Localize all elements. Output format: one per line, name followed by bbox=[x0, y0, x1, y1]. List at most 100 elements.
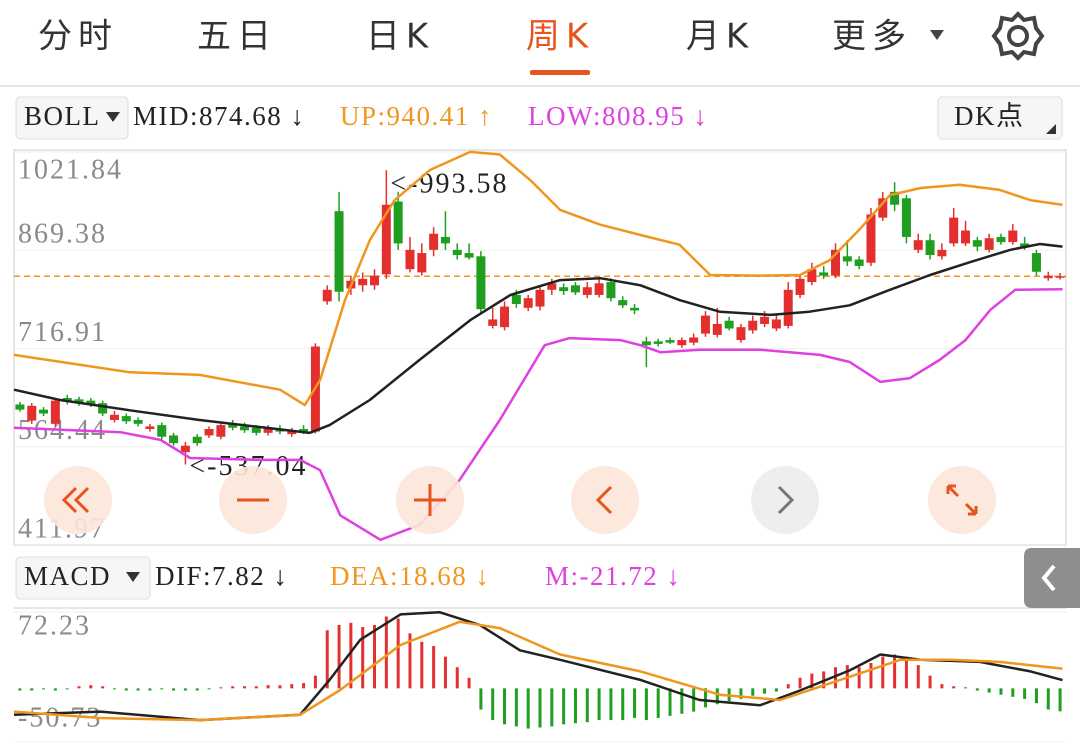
candle-body bbox=[287, 430, 297, 435]
macd-bar bbox=[609, 688, 613, 721]
candle-body bbox=[878, 198, 888, 218]
candle-body bbox=[606, 282, 616, 299]
macd-bar bbox=[219, 687, 223, 689]
candle-body bbox=[15, 404, 25, 410]
scroll-left-button[interactable] bbox=[571, 466, 639, 534]
candle-body bbox=[1020, 243, 1030, 248]
macd-bar bbox=[30, 688, 34, 691]
candle-body bbox=[807, 269, 817, 283]
macd-bar bbox=[420, 641, 424, 689]
macd-bar bbox=[585, 688, 589, 723]
macd-bar bbox=[573, 688, 577, 724]
option-select[interactable] bbox=[937, 96, 1063, 140]
indicator-line bbox=[13, 242, 1063, 435]
candle-body bbox=[618, 300, 628, 306]
tab[interactable]: 五日 bbox=[197, 17, 277, 57]
macd-bar bbox=[373, 624, 377, 689]
tab[interactable]: 日K bbox=[366, 17, 434, 57]
macd-bar bbox=[916, 665, 920, 689]
macd-bar bbox=[160, 688, 164, 690]
candle-body bbox=[594, 283, 604, 295]
macd-bar bbox=[337, 624, 341, 689]
macd-bar bbox=[290, 684, 294, 689]
macd-bar bbox=[786, 684, 790, 689]
scroll-right-button[interactable] bbox=[751, 466, 819, 534]
macd-bar bbox=[491, 688, 495, 721]
macd-bar bbox=[893, 654, 897, 689]
candle-body bbox=[1008, 230, 1018, 243]
candle-body bbox=[429, 233, 439, 250]
candle-body bbox=[169, 435, 179, 444]
candle-body bbox=[464, 253, 474, 258]
candle-body bbox=[228, 423, 238, 428]
macd-bar bbox=[443, 656, 447, 689]
candle-body bbox=[74, 399, 84, 404]
indicator-select[interactable] bbox=[15, 96, 129, 140]
macd-bar bbox=[597, 688, 601, 721]
candle-body bbox=[393, 201, 403, 244]
macd-bar bbox=[361, 627, 365, 689]
macd-bar bbox=[313, 675, 317, 689]
candle-body bbox=[535, 289, 545, 307]
candle-body bbox=[866, 214, 876, 263]
scroll-far-left-button[interactable] bbox=[44, 466, 112, 534]
macd-bar bbox=[810, 673, 814, 689]
candle-body bbox=[630, 307, 640, 311]
indicator-value: MID:874.68 ↓ bbox=[133, 101, 306, 131]
macd-bar bbox=[703, 688, 707, 708]
tab[interactable]: 周K bbox=[526, 17, 594, 57]
macd-bar bbox=[479, 688, 483, 710]
candle-body bbox=[771, 319, 781, 329]
macd-bar bbox=[680, 688, 684, 714]
tab[interactable]: 分时 bbox=[38, 17, 118, 57]
macd-bar bbox=[514, 688, 518, 727]
macd-bar bbox=[278, 685, 282, 689]
macd-bar bbox=[940, 684, 944, 689]
candle-body bbox=[937, 249, 947, 257]
candle-body bbox=[50, 400, 60, 424]
macd-bar bbox=[408, 633, 412, 689]
macd-bar bbox=[183, 688, 187, 691]
macd-bar bbox=[763, 688, 767, 694]
settings-icon[interactable] bbox=[991, 11, 1045, 61]
candle-body bbox=[27, 405, 37, 421]
tab[interactable]: 更多 bbox=[832, 17, 912, 57]
candle-body bbox=[736, 327, 746, 341]
option-label: DK点 bbox=[954, 101, 1025, 131]
candle-body bbox=[370, 275, 380, 286]
macd-select[interactable] bbox=[15, 556, 151, 600]
macd-bar bbox=[1023, 688, 1027, 699]
zoom-in-button[interactable] bbox=[396, 466, 464, 534]
macd-bar bbox=[904, 656, 908, 689]
side-panel-toggle[interactable] bbox=[1024, 548, 1080, 608]
y-tick-label: 72.23 bbox=[18, 610, 91, 641]
candle-body bbox=[901, 198, 911, 237]
macd-bar bbox=[254, 686, 258, 689]
charts: 411.97564.44716.91869.381021.84<-993.58<… bbox=[13, 150, 1066, 743]
candle-body bbox=[689, 337, 699, 343]
macd-bar bbox=[928, 675, 932, 689]
macd-bar bbox=[774, 688, 778, 692]
macd-bar bbox=[1034, 688, 1038, 704]
candle-body bbox=[251, 427, 261, 433]
candle-body bbox=[748, 320, 758, 331]
macd-bar bbox=[266, 685, 270, 689]
zoom-out-button[interactable] bbox=[219, 466, 287, 534]
macd-bar bbox=[692, 688, 696, 712]
candle-body bbox=[1055, 276, 1065, 278]
macd-bar bbox=[834, 667, 838, 689]
macd-bar bbox=[1046, 688, 1050, 710]
macd-bar bbox=[1058, 688, 1062, 712]
macd-bar bbox=[42, 688, 46, 690]
candle-body bbox=[405, 249, 415, 270]
candle-body bbox=[145, 426, 155, 429]
macd-bar bbox=[987, 688, 991, 693]
indicator-value: M:-21.72 ↓ bbox=[545, 561, 682, 591]
candle-body bbox=[133, 419, 143, 424]
candle-body bbox=[984, 238, 994, 250]
macd-bar bbox=[148, 688, 152, 691]
fullscreen-button[interactable] bbox=[928, 466, 996, 534]
annotation: <-993.58 bbox=[390, 169, 508, 200]
tab[interactable]: 月K bbox=[686, 17, 754, 57]
candle-body bbox=[570, 285, 580, 293]
